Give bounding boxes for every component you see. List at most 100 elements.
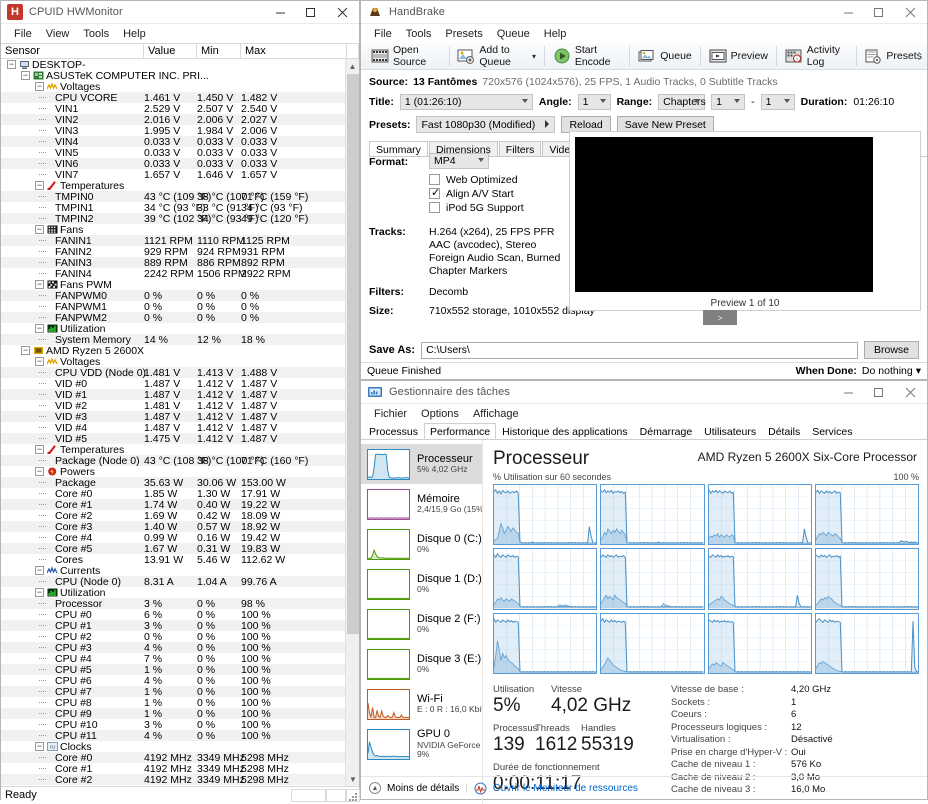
tab-summary[interactable]: Summary: [369, 141, 428, 156]
when-done-value[interactable]: Do nothing: [861, 365, 913, 377]
tree-group-row[interactable]: − AMD Ryzen 5 2600X: [1, 345, 345, 357]
add-to-queue-button[interactable]: Add to Queue ▾: [452, 44, 541, 68]
maximize-icon[interactable]: [295, 1, 325, 24]
column-header-value[interactable]: Value: [144, 44, 197, 58]
close-icon[interactable]: [893, 1, 927, 24]
sensor-row[interactable]: CPU #7 1 % 0 % 100 %: [1, 686, 345, 698]
handbrake-menu-queue[interactable]: Queue: [496, 27, 530, 40]
preview-button[interactable]: Preview: [704, 44, 773, 68]
add-to-queue-dropdown-icon[interactable]: ▾: [531, 51, 536, 61]
maximize-icon[interactable]: [863, 381, 893, 404]
sensor-row[interactable]: VID #4 1.487 V 1.412 V 1.487 V: [1, 422, 345, 434]
sensor-row[interactable]: FANIN1 1121 RPM 1110 RPM 1125 RPM: [1, 235, 345, 247]
range-type-select[interactable]: Chapters: [658, 94, 706, 110]
ipod-5g-support-checkbox[interactable]: [429, 202, 440, 213]
presets-button[interactable]: Presets: [859, 44, 927, 68]
task-manager-menu-affichage[interactable]: Affichage: [472, 407, 519, 420]
hwmonitor-menubar[interactable]: File View Tools Help: [1, 24, 359, 43]
sidebar-item-disque-3-e-[interactable]: Disque 3 (E:) 0%: [361, 644, 482, 684]
sensor-row[interactable]: FANIN2 929 RPM 924 RPM 931 RPM: [1, 246, 345, 258]
tab-utilisateurs[interactable]: Utilisateurs: [704, 426, 757, 438]
range-to-select[interactable]: 1: [760, 94, 795, 110]
sensor-row[interactable]: CPU #8 1 % 0 % 100 %: [1, 697, 345, 709]
sidebar-item-m-moire[interactable]: Mémoire 2,4/15,9 Go (15%): [361, 484, 482, 524]
sensor-row[interactable]: VID #3 1.487 V 1.412 V 1.487 V: [1, 411, 345, 423]
minimize-icon[interactable]: [265, 1, 295, 24]
queue-button[interactable]: Queue: [633, 44, 697, 68]
activity-log-button[interactable]: i Activity Log: [780, 44, 853, 68]
save-as-input[interactable]: C:\Users\: [421, 341, 858, 359]
column-header-min[interactable]: Min: [197, 44, 241, 58]
hwmonitor-menu-tools[interactable]: Tools: [83, 27, 110, 40]
sensor-row[interactable]: FANIN4 2242 RPM 1506 RPM 2922 RPM: [1, 268, 345, 280]
tree-group-row[interactable]: − Voltages: [1, 81, 345, 93]
tree-collapse-icon[interactable]: −: [21, 70, 30, 80]
tree-collapse-icon[interactable]: −: [35, 587, 44, 597]
tree-group-row[interactable]: − ru Clocks: [1, 741, 345, 753]
sensor-row[interactable]: FANPWM1 0 % 0 % 0 %: [1, 301, 345, 313]
tree-collapse-icon[interactable]: −: [35, 741, 44, 751]
format-select[interactable]: MP4: [429, 153, 489, 169]
column-header-max[interactable]: Max: [241, 44, 347, 58]
sensor-row[interactable]: FANIN3 889 RPM 886 RPM 892 RPM: [1, 257, 345, 269]
sensor-row[interactable]: Core #1 4192 MHz 3349 MHz 5298 MHz: [1, 763, 345, 775]
tab-historique-des-applications[interactable]: Historique des applications: [502, 426, 628, 438]
sensor-row[interactable]: VIN3 1.995 V 1.984 V 2.006 V: [1, 125, 345, 137]
handbrake-window-buttons[interactable]: [833, 1, 927, 24]
maximize-icon[interactable]: [863, 1, 893, 24]
tree-collapse-icon[interactable]: −: [21, 345, 30, 355]
sidebar-item-disque-2-f-[interactable]: Disque 2 (F:) 0%: [361, 604, 482, 644]
handbrake-menu-presets[interactable]: Presets: [445, 27, 483, 40]
sensor-row[interactable]: VID #5 1.475 V 1.412 V 1.487 V: [1, 433, 345, 445]
handbrake-menu-file[interactable]: File: [374, 27, 392, 40]
toolbar-overflow-icon[interactable]: ⋮: [914, 50, 924, 62]
sensor-row[interactable]: TMPIN1 34 °C (93 °F) 33 °C (91 °F) 34 °C (9…: [1, 202, 345, 214]
tree-collapse-icon[interactable]: −: [35, 224, 44, 234]
tree-collapse-icon[interactable]: −: [35, 180, 44, 190]
task-manager-menu-options[interactable]: Options: [421, 407, 459, 420]
sensor-row[interactable]: TMPIN2 39 °C (102 °F) 34 °C (93 °F) 49 °C (…: [1, 213, 345, 225]
sidebar-item-disque-0-c-[interactable]: Disque 0 (C:) 0%: [361, 524, 482, 564]
resize-grip-icon[interactable]: [346, 790, 358, 802]
hwmonitor-menu-view[interactable]: View: [45, 27, 70, 40]
task-manager-tabs[interactable]: Processus Performance Historique des appli…: [361, 423, 927, 440]
open-source-button[interactable]: Open Source: [366, 44, 446, 68]
sensor-row[interactable]: VIN5 0.033 V 0.033 V 0.033 V: [1, 147, 345, 159]
close-icon[interactable]: [893, 381, 927, 404]
hwmonitor-window[interactable]: H CPUID HWMonitor File View Tools Help Sens…: [0, 0, 360, 803]
resource-monitor-icon[interactable]: [474, 782, 487, 795]
sensor-row[interactable]: Package 35.63 W 30.06 W 153.00 W: [1, 477, 345, 489]
tree-group-row[interactable]: − Temperatures: [1, 180, 345, 192]
sensor-row[interactable]: VIN2 2.016 V 2.006 V 2.027 V: [1, 114, 345, 126]
sensor-row[interactable]: Core #4 0.99 W 0.16 W 19.42 W: [1, 532, 345, 544]
preview-next-button[interactable]: >: [703, 310, 737, 325]
tree-group-row[interactable]: − Temperatures: [1, 444, 345, 456]
tree-collapse-icon[interactable]: −: [7, 59, 16, 69]
sidebar-item-processeur[interactable]: Processeur 5% 4,02 GHz: [361, 444, 482, 484]
hwmonitor-menu-file[interactable]: File: [14, 27, 32, 40]
sensor-row[interactable]: Processor 3 % 0 % 98 %: [1, 598, 345, 610]
task-manager-menubar[interactable]: Fichier Options Affichage: [361, 404, 927, 423]
sidebar-item-wi-fi[interactable]: Wi-FiE : 0 R : 16,0 Kbits/s: [361, 684, 482, 724]
chevron-down-icon[interactable]: ▾: [915, 365, 921, 377]
sensor-row[interactable]: Core #0 1.85 W 1.30 W 17.91 W: [1, 488, 345, 500]
tree-group-row[interactable]: − Powers: [1, 466, 345, 478]
sensor-row[interactable]: CPU #3 4 % 0 % 100 %: [1, 642, 345, 654]
task-manager-footer[interactable]: ▲ Moins de détails | Ouvrir le Moniteur …: [361, 776, 927, 799]
sensor-row[interactable]: VID #0 1.487 V 1.412 V 1.487 V: [1, 378, 345, 390]
resource-monitor-link[interactable]: Ouvrir le Moniteur de ressources: [492, 782, 638, 794]
sensor-row[interactable]: VIN1 2.529 V 2.507 V 2.540 V: [1, 103, 345, 115]
tree-group-row[interactable]: − ASUSTeK COMPUTER INC. PRI...: [1, 70, 345, 82]
handbrake-menu-help[interactable]: Help: [543, 27, 567, 40]
task-manager-titlebar[interactable]: Gestionnaire des tâches: [361, 381, 927, 404]
sensor-row[interactable]: CPU #10 3 % 0 % 100 %: [1, 719, 345, 731]
sensor-row[interactable]: CPU #5 1 % 0 % 100 %: [1, 664, 345, 676]
title-select[interactable]: 1 (01:26:10): [399, 94, 533, 110]
sensor-row[interactable]: Core #1 1.74 W 0.40 W 19.22 W: [1, 499, 345, 511]
tree-collapse-icon[interactable]: −: [35, 444, 44, 454]
task-manager-window[interactable]: Gestionnaire des tâches Fichier Options Af…: [360, 380, 928, 804]
less-details-button[interactable]: Moins de détails: [387, 782, 460, 794]
tree-collapse-icon[interactable]: −: [35, 565, 44, 575]
sensor-row[interactable]: CPU #0 6 % 0 % 100 %: [1, 609, 345, 621]
tree-group-row[interactable]: − Currents: [1, 565, 345, 577]
